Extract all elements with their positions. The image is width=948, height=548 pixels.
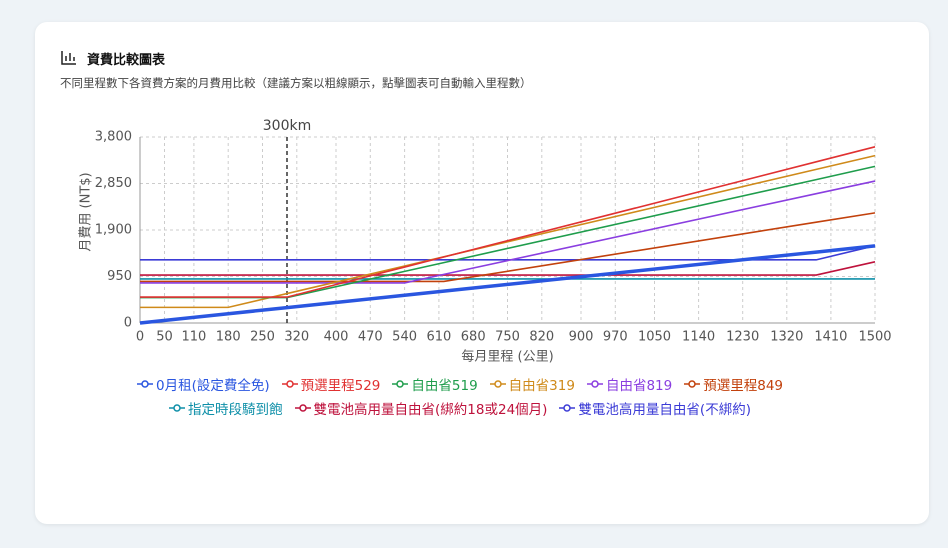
legend-label: 雙電池高用量自由省(不綁約) xyxy=(578,402,751,418)
legend-label: 指定時段騎到飽 xyxy=(188,402,283,418)
annotation-label: 300km xyxy=(263,118,311,134)
y-tick-label: 1,900 xyxy=(95,223,132,238)
card-title: 資費比較圖表 xyxy=(87,53,166,68)
legend-marker xyxy=(586,380,603,388)
y-tick-label: 2,850 xyxy=(95,176,132,191)
legend-item[interactable]: 雙電池高用量自由省(綁約18或24個月) xyxy=(294,398,548,418)
legend-label: 自由省519 xyxy=(411,378,478,394)
card-subtitle: 不同里程數下各資費方案的月費用比較（建議方案以粗線顯示，點擊圖表可自動輸入里程數… xyxy=(60,76,532,90)
x-tick-label: 1140 xyxy=(682,330,715,345)
chart-icon xyxy=(61,51,76,65)
x-tick-label: 1410 xyxy=(814,330,847,345)
series-line xyxy=(140,261,876,276)
legend-marker xyxy=(169,404,186,412)
legend-marker xyxy=(489,380,506,388)
legend-marker xyxy=(392,380,409,388)
x-tick-label: 0 xyxy=(136,330,144,345)
y-tick-label: 3,800 xyxy=(95,130,132,145)
x-tick-label: 250 xyxy=(250,330,275,345)
legend-marker xyxy=(559,404,576,412)
legend-label: 預選里程529 xyxy=(300,378,381,394)
legend-marker xyxy=(136,380,153,388)
series-line xyxy=(140,212,876,283)
legend-item[interactable]: 自由省519 xyxy=(392,374,478,394)
series-line xyxy=(140,244,876,261)
x-tick-label: 1050 xyxy=(638,330,671,345)
legend: 0月租(設定費全免) 預選里程529 自由省519 自由省319 自由省819 預選里程8… xyxy=(100,374,820,418)
y-tick-label: 950 xyxy=(107,269,132,284)
x-tick-label: 680 xyxy=(461,330,486,345)
legend-label: 預選里程849 xyxy=(703,378,784,394)
legend-label: 自由省819 xyxy=(605,378,673,394)
series-line xyxy=(140,154,876,309)
legend-marker xyxy=(684,380,701,388)
legend-label: 雙電池高用量自由省(綁約18或24個月) xyxy=(313,402,548,418)
card xyxy=(35,22,929,524)
legend-label: 自由省319 xyxy=(508,378,575,394)
x-tick-label: 900 xyxy=(569,330,594,345)
legend-item[interactable]: 預選里程849 xyxy=(684,374,783,394)
x-tick-label: 180 xyxy=(216,330,241,345)
series-line xyxy=(139,244,876,325)
legend-marker xyxy=(281,380,298,388)
x-tick-label: 320 xyxy=(284,330,309,345)
x-tick-label: 1230 xyxy=(726,330,759,345)
y-axis-title: 月費用 (NT$) xyxy=(79,172,94,251)
legend-item[interactable]: 雙電池高用量自由省(不綁約) xyxy=(559,398,751,418)
legend-marker xyxy=(294,404,311,412)
x-tick-label: 110 xyxy=(181,330,206,345)
x-tick-label: 970 xyxy=(603,330,628,345)
x-tick-label: 610 xyxy=(426,330,451,345)
legend-item[interactable]: 0月租(設定費全免) xyxy=(136,374,270,394)
x-tick-label: 50 xyxy=(156,330,173,345)
x-tick-label: 1500 xyxy=(858,330,891,345)
legend-label: 0月租(設定費全免) xyxy=(155,378,270,394)
x-tick-label: 820 xyxy=(529,330,554,345)
x-tick-label: 400 xyxy=(324,330,349,345)
x-axis-title: 每月里程 (公里) xyxy=(461,349,553,365)
x-tick-label: 540 xyxy=(392,330,417,345)
legend-item[interactable]: 指定時段騎到飽 xyxy=(169,398,283,418)
x-tick-label: 1320 xyxy=(770,330,803,345)
x-tick-label: 750 xyxy=(495,330,520,345)
legend-item[interactable]: 預選里程529 xyxy=(281,374,381,394)
legend-item[interactable]: 自由省319 xyxy=(489,374,575,394)
legend-item[interactable]: 自由省819 xyxy=(586,374,673,394)
series-line xyxy=(140,180,876,284)
y-tick-label: 0 xyxy=(124,316,132,331)
series-line xyxy=(140,146,876,298)
x-tick-label: 470 xyxy=(358,330,383,345)
